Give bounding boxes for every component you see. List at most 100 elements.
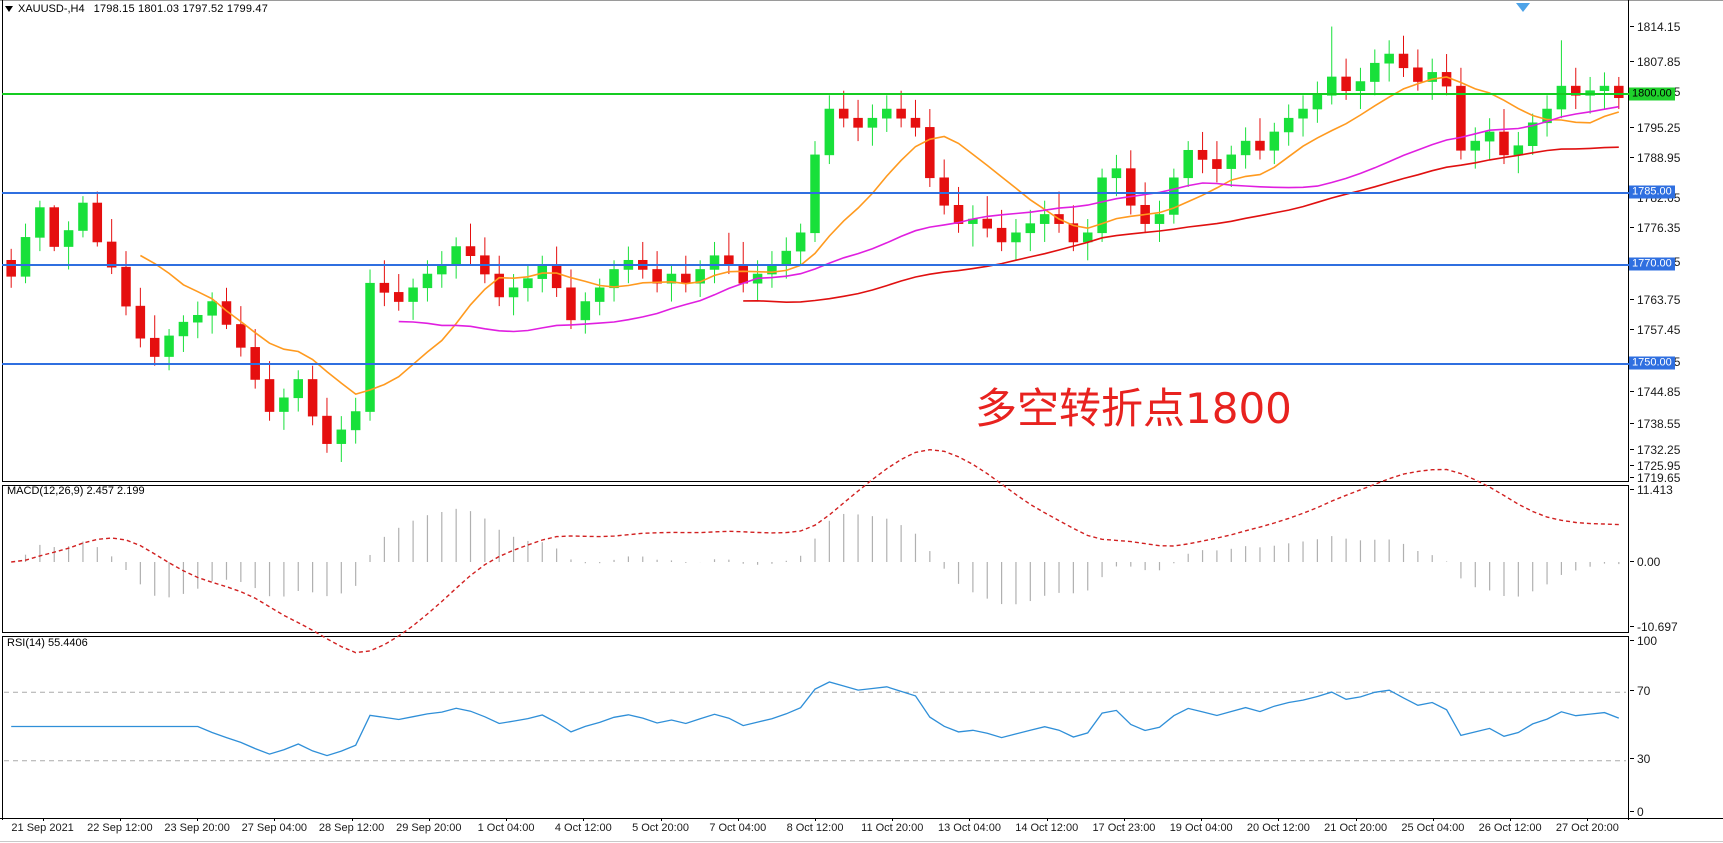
candlestick xyxy=(365,269,375,421)
time-axis-tick xyxy=(969,818,971,821)
candlestick xyxy=(465,223,476,265)
candlestick xyxy=(609,260,619,302)
candlestick xyxy=(1370,49,1380,96)
rsi-line xyxy=(11,681,1620,757)
time-axis-label: 22 Sep 12:00 xyxy=(87,822,153,834)
price-level-tag[interactable]: 1770.00 xyxy=(1629,257,1675,271)
time-axis-label: 25 Oct 04:00 xyxy=(1401,822,1465,834)
axis-tick-label: 11.413 xyxy=(1630,483,1673,497)
candlestick xyxy=(336,416,347,462)
time-axis-tick xyxy=(1432,818,1434,821)
candlestick xyxy=(1398,35,1409,77)
axis-tick-label: 1732.25 xyxy=(1630,443,1680,457)
time-axis-tick xyxy=(1046,818,1048,821)
candlestick xyxy=(508,274,519,316)
price-level-line[interactable] xyxy=(2,93,1629,95)
axis-tick-label: 1738.55 xyxy=(1630,417,1680,431)
candlestick xyxy=(1527,113,1538,155)
candlestick xyxy=(1183,141,1193,187)
time-axis-label: 1 Oct 04:00 xyxy=(477,822,535,834)
candlestick xyxy=(1499,109,1509,165)
candlestick xyxy=(666,264,677,302)
price-level-tag[interactable]: 1785.00 xyxy=(1629,185,1675,199)
candlestick xyxy=(121,251,131,316)
axis-tick-label: 1744.85 xyxy=(1630,385,1680,399)
chart-annotation-text: 多空转折点1800 xyxy=(975,384,1292,433)
price-level-tag[interactable]: 1800.00 xyxy=(1629,87,1675,101)
axis-tick-label: 1719.65 xyxy=(1630,471,1680,485)
price-level-line[interactable] xyxy=(2,363,1629,365)
candlestick xyxy=(264,361,275,421)
time-axis-label: 21 Oct 20:00 xyxy=(1324,822,1388,834)
candlestick xyxy=(925,109,935,187)
candlestick xyxy=(795,223,806,265)
axis-tick-label: 30 xyxy=(1630,752,1650,766)
time-axis-label: 26 Oct 12:00 xyxy=(1478,822,1542,834)
candlestick xyxy=(896,90,906,128)
candlestick xyxy=(322,397,332,453)
price-axis-line xyxy=(1628,0,1629,820)
macd-indicator-label: MACD(12,26,9) 2.457 2.199 xyxy=(7,485,145,497)
time-axis-tick xyxy=(1278,818,1280,821)
time-axis-tick xyxy=(583,818,585,821)
candlestick xyxy=(1384,40,1394,82)
candlestick xyxy=(149,315,160,366)
time-axis-label: 29 Sep 20:00 xyxy=(396,822,462,834)
time-axis-tick xyxy=(660,818,662,821)
candlestick xyxy=(49,205,59,252)
candlestick xyxy=(853,99,863,142)
candlestick xyxy=(193,301,203,339)
candlestick xyxy=(523,264,533,302)
candlestick xyxy=(1039,200,1050,242)
candlestick xyxy=(1025,209,1036,252)
time-axis-label: 19 Oct 04:00 xyxy=(1169,822,1233,834)
candlestick xyxy=(35,200,45,252)
time-axis-tick xyxy=(274,818,276,821)
pane-separator-macd xyxy=(2,481,1629,486)
candlestick xyxy=(910,99,921,137)
candlestick xyxy=(1197,131,1208,174)
candlestick xyxy=(6,248,16,288)
chevron-down-icon[interactable] xyxy=(1515,1,1531,19)
candlestick xyxy=(350,397,361,444)
price-level-line[interactable] xyxy=(2,264,1629,266)
time-axis-label: 7 Oct 04:00 xyxy=(709,822,767,834)
candlestick xyxy=(236,306,246,357)
candlestick xyxy=(1154,200,1165,242)
candlestick xyxy=(279,388,289,430)
ma-slow-line xyxy=(743,146,1619,304)
time-axis-label: 5 Oct 20:00 xyxy=(632,822,689,834)
time-axis-label: 13 Oct 04:00 xyxy=(937,822,1001,834)
candlestick xyxy=(1484,118,1495,160)
axis-tick-label: 1807.85 xyxy=(1630,55,1680,69)
candlestick xyxy=(1298,95,1308,137)
time-axis-label: 11 Oct 20:00 xyxy=(861,822,924,834)
time-axis-label: 23 Sep 20:00 xyxy=(164,822,230,834)
symbol-timeframe-label: XAUUSD-,H4 xyxy=(18,2,85,15)
candlestick xyxy=(1097,168,1107,242)
candlestick xyxy=(1126,150,1136,215)
time-axis-tick xyxy=(506,818,508,821)
price-level-tag[interactable]: 1750.00 xyxy=(1629,356,1675,370)
chart-left-border xyxy=(2,0,3,820)
candlestick xyxy=(1212,141,1222,183)
triangle-down-icon[interactable] xyxy=(5,5,13,12)
candlestick xyxy=(78,196,88,238)
axis-tick-label: 1725.95 xyxy=(1630,459,1680,473)
symbol-info-bar: XAUUSD-,H4 1798.15 1801.03 1797.52 1799.… xyxy=(0,2,268,15)
axis-tick-label: 0.00 xyxy=(1630,555,1660,569)
time-axis-tick xyxy=(1123,818,1125,821)
time-axis-tick xyxy=(119,818,121,821)
time-axis: 21 Sep 2021 22 Sep 12:00 23 Sep 20:00 27 Se… xyxy=(0,818,1723,841)
candlestick xyxy=(1355,67,1366,110)
candlestick xyxy=(652,251,662,293)
time-axis-tick xyxy=(1201,818,1203,821)
candlestick xyxy=(838,90,849,128)
window-bottom-border xyxy=(0,841,1723,842)
axis-tick-label: 1814.15 xyxy=(1630,20,1680,34)
candlestick xyxy=(408,278,418,320)
price-level-line[interactable] xyxy=(2,192,1629,194)
candlestick xyxy=(1326,26,1337,105)
candlestick xyxy=(20,223,31,284)
